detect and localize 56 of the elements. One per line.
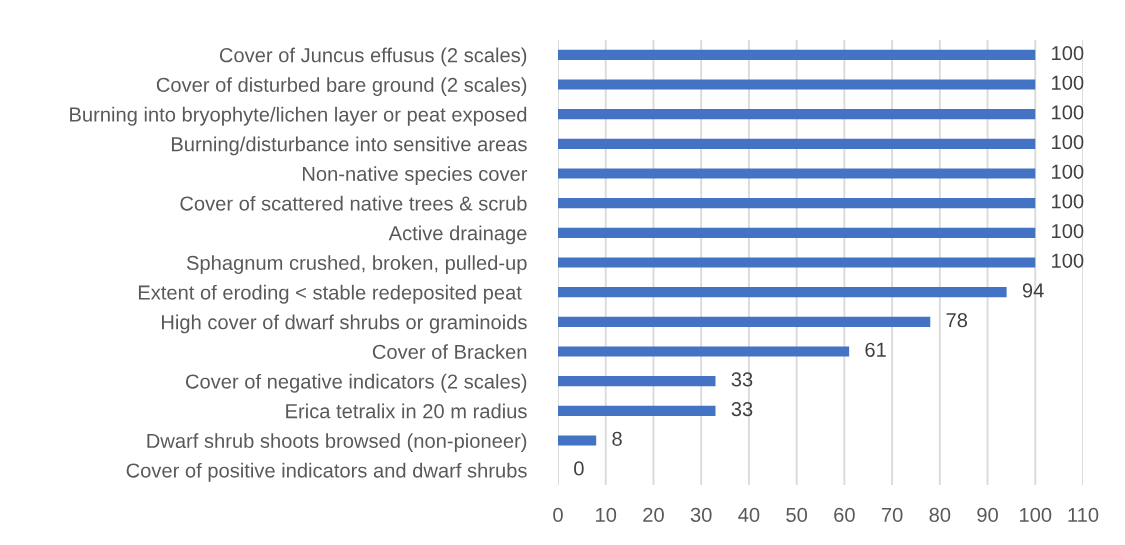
x-tick-label: 100 [1020,507,1052,523]
y-tick-label: Burning/disturbance into sensitive areas [172,136,527,156]
x-tick-label: 110 [1068,507,1099,523]
y-tick-label: Cover of disturbed bare ground (2 scales) [156,77,527,96]
data-label: 33 [731,372,753,387]
data-label: 100 [1052,75,1084,90]
y-tick-label: Cover of negative indicators (2 scales) [185,373,527,393]
data-label: 0 [574,461,584,476]
data-label: 78 [946,312,968,328]
data-label: 100 [1052,253,1084,268]
bar [558,109,1036,120]
x-tick-label: 90 [977,507,998,523]
x-tick-label: 80 [929,507,951,523]
y-tick-label: Cover of Juncus effusus (2 scales) [219,47,527,67]
data-label: 100 [1052,164,1084,179]
y-tick-label: Cover of Bracken [372,344,527,359]
bar [558,257,1036,268]
data-label: 100 [1052,194,1084,209]
y-tick-label: High cover of dwarf shrubs or graminoids [161,314,527,334]
y-tick-label: Sphagnum crushed, broken, pulled-up [186,255,527,274]
bar [558,435,597,446]
x-tick-label: 30 [690,507,712,523]
data-label: 100 [1052,105,1084,120]
bar [558,138,1036,149]
x-tick-label: 70 [881,507,903,523]
y-tick-label: Active drainage [388,225,527,245]
data-label: 33 [731,401,753,417]
data-label: 100 [1052,45,1084,61]
data-label: 94 [1022,283,1044,298]
bar [558,316,931,327]
y-tick-label: Non-native species cover [303,166,528,185]
x-tick-label: 50 [786,507,808,523]
x-tick-label: 0 [553,507,563,523]
y-tick-label: Dwarf shrub shoots browsed (non-pioneer) [147,433,527,452]
x-tick-label: 60 [834,507,855,523]
data-label: 100 [1052,134,1084,150]
y-tick-label: Erica tetralix in 20 m radius [286,403,527,419]
y-tick-label: Extent of eroding < stable redeposited peat [138,284,522,304]
bar [558,49,1036,60]
data-label: 100 [1052,223,1084,239]
bar [558,79,1036,90]
bar [558,198,1036,209]
bar [558,376,716,387]
data-label: 8 [612,431,622,446]
bar [558,227,1036,238]
x-tick-label: 20 [643,507,664,523]
x-tick-label: 40 [738,507,760,523]
y-tick-label: Cover of scattered native trees & scrub [180,195,527,211]
x-tick-label: 10 [596,507,617,523]
bar [558,168,1036,179]
bar [558,287,1007,298]
bar [558,346,850,357]
y-tick-label: Cover of positive indicators and dwarf shrubs [126,462,527,482]
bar [558,405,716,416]
data-label: 61 [865,342,886,357]
y-tick-label: Burning into bryophyte/lichen layer or peat exposed [70,106,527,126]
